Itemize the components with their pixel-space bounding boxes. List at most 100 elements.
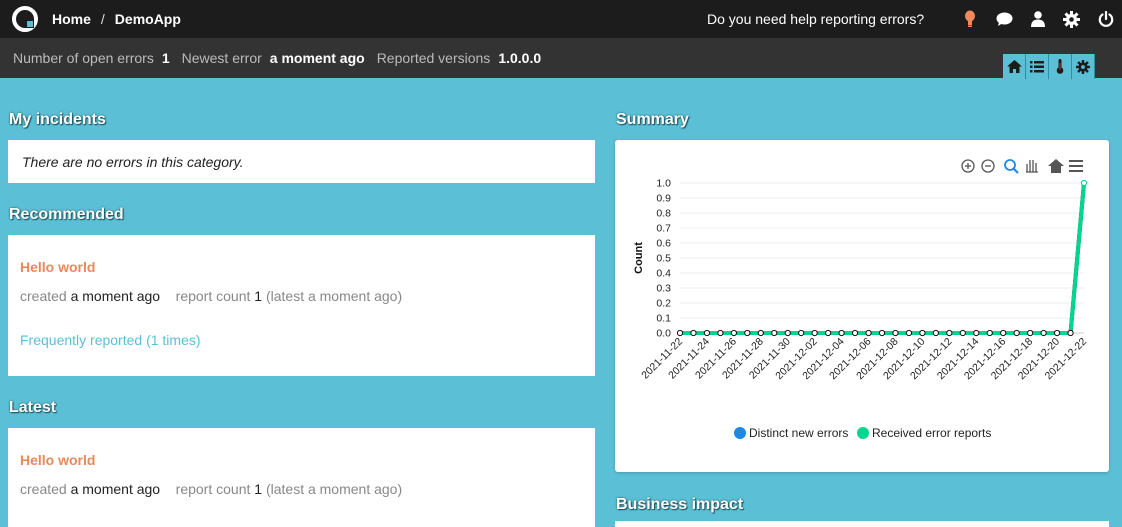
- created-value: a moment ago: [70, 481, 161, 497]
- y-tick-label: 0.0: [656, 328, 671, 340]
- data-point: [865, 329, 872, 337]
- data-point: [878, 329, 886, 337]
- y-tick-label: 0.2: [656, 298, 671, 310]
- recommended-card: Hello world created a moment ago report …: [8, 235, 595, 376]
- icon-ring: [961, 159, 975, 173]
- data-point: [892, 329, 899, 337]
- incident-title-link[interactable]: Hello world: [20, 259, 96, 275]
- breadcrumb-separator: /: [100, 11, 105, 27]
- home-view-button[interactable]: [1003, 54, 1026, 79]
- lightbulb-icon[interactable]: [960, 9, 980, 29]
- report-count-value: 1: [254, 481, 263, 497]
- my-incidents-title: My incidents: [9, 111, 106, 128]
- data-point: [1013, 329, 1020, 337]
- y-tick-label: 0.3: [656, 283, 671, 295]
- data-point: [973, 329, 980, 337]
- help-link[interactable]: Do you need help reporting errors?: [707, 11, 925, 27]
- home-icon[interactable]: [1048, 159, 1064, 173]
- data-point: [851, 329, 859, 337]
- latest-title: Latest: [9, 399, 57, 416]
- icon-handle: [1013, 168, 1019, 174]
- legend-label[interactable]: Received error reports: [872, 426, 991, 440]
- data-point: [905, 329, 913, 337]
- legend-label[interactable]: Distinct new errors: [749, 426, 848, 440]
- created-label: created: [20, 481, 67, 497]
- my-incidents-card: There are no errors in this category.: [8, 140, 595, 183]
- thermometer-icon: [1056, 59, 1064, 74]
- data-point: [690, 329, 697, 337]
- icon-ring: [1004, 159, 1016, 171]
- breadcrumb-app[interactable]: DemoApp: [114, 11, 181, 27]
- recommended-title: Recommended: [9, 206, 124, 223]
- list-view-button[interactable]: [1026, 54, 1049, 79]
- zoom-out-icon[interactable]: [981, 159, 995, 173]
- thermometer-view-button[interactable]: [1049, 54, 1072, 79]
- home-icon: [1006, 60, 1022, 73]
- newest-error-label: Newest error: [181, 50, 262, 66]
- data-point: [959, 329, 966, 337]
- data-point: [730, 329, 737, 337]
- y-tick-label: 0.6: [656, 238, 671, 250]
- settings-view-button[interactable]: [1072, 54, 1095, 79]
- data-point: [1067, 329, 1074, 337]
- data-point: [838, 329, 845, 337]
- data-point: [811, 329, 818, 337]
- app-logo[interactable]: [12, 6, 38, 32]
- business-impact-card: [615, 521, 1109, 527]
- report-count-label: report count: [175, 288, 251, 304]
- newest-error-value: a moment ago: [269, 50, 365, 66]
- latest-card: Hello world created a moment ago report …: [8, 428, 595, 527]
- menu-icon[interactable]: [1069, 160, 1083, 172]
- data-point: [986, 329, 993, 337]
- incident-meta: created a moment ago report count 1 (lat…: [20, 288, 402, 304]
- versions-value: 1.0.0.0: [498, 50, 542, 66]
- power-icon[interactable]: [1096, 9, 1116, 29]
- icon-house: [1048, 159, 1064, 173]
- y-tick-label: 0.5: [656, 253, 671, 265]
- list-icon: [1030, 60, 1044, 72]
- pan-icon[interactable]: [1026, 160, 1038, 173]
- versions-label: Reported versions: [376, 50, 491, 66]
- breadcrumb-home[interactable]: Home: [52, 11, 91, 27]
- data-point: [1000, 329, 1007, 337]
- data-point: [703, 329, 711, 337]
- y-tick-label: 0.4: [656, 268, 671, 280]
- frequently-reported-link[interactable]: Frequently reported (1 times): [20, 332, 201, 348]
- created-label: created: [20, 288, 67, 304]
- data-point: [717, 329, 724, 337]
- data-point: [825, 329, 832, 337]
- icon-hand: [1026, 160, 1038, 173]
- data-point: [757, 329, 764, 337]
- data-point: [946, 329, 953, 337]
- summary-card: 0.0 0.1 0.2 0.3 0.4 0.5 0.6 0.7 0.8 0.9 1.0 Count 20…: [615, 140, 1109, 472]
- y-tick-label: 0.7: [656, 223, 671, 235]
- legend-marker: [857, 427, 869, 439]
- report-count-label: report count: [175, 481, 251, 497]
- user-icon[interactable]: [1028, 9, 1048, 29]
- summary-title: Summary: [616, 111, 689, 128]
- zoom-in-icon[interactable]: [961, 159, 975, 173]
- data-point: [676, 329, 684, 337]
- y-tick-label: 0.1: [656, 313, 671, 325]
- data-point: [771, 329, 778, 337]
- y-tick-label: 1.0: [656, 178, 671, 190]
- magnifier-icon[interactable]: [1004, 159, 1019, 174]
- y-tick-label: 0.9: [656, 193, 671, 205]
- data-point: [784, 329, 791, 337]
- gear-icon[interactable]: [1061, 9, 1081, 29]
- data-point: [1080, 179, 1088, 187]
- data-point: [932, 329, 939, 337]
- chat-icon[interactable]: [994, 9, 1014, 29]
- y-tick-label: 0.8: [656, 208, 671, 220]
- data-point: [1053, 329, 1061, 337]
- breadcrumb: Home / DemoApp: [52, 0, 181, 38]
- empty-message: There are no errors in this category.: [22, 154, 244, 170]
- business-impact-title: Business impact: [616, 496, 744, 513]
- y-axis-label: Count: [633, 242, 645, 274]
- incident-title-link[interactable]: Hello world: [20, 452, 96, 468]
- incident-meta: created a moment ago report count 1 (lat…: [20, 481, 402, 497]
- legend-marker: [734, 427, 746, 439]
- status-bar: Number of open errors 1 Newest error a m…: [0, 38, 1122, 78]
- latest-note: (latest a moment ago): [265, 288, 403, 304]
- data-point: [798, 329, 805, 337]
